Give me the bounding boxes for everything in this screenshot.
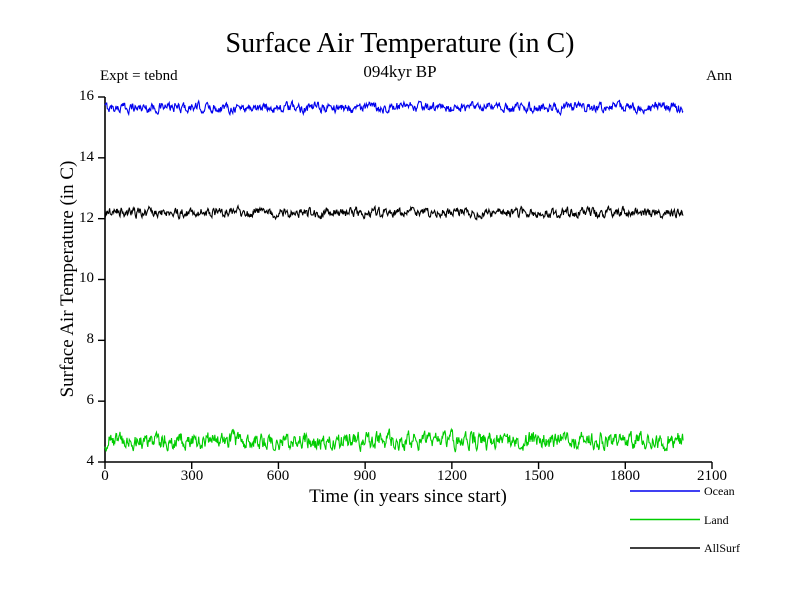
y-axis-label: Surface Air Temperature (in C) xyxy=(57,160,78,398)
x-tick-label: 2100 xyxy=(697,468,727,484)
x-tick-label: 300 xyxy=(180,468,204,484)
chart-title: Surface Air Temperature (in C) xyxy=(225,28,575,59)
y-tick-label: 14 xyxy=(79,149,94,165)
chart-subtitle: 094kyr BP xyxy=(363,62,437,81)
series-line-land xyxy=(104,427,684,453)
season-annotation: Ann xyxy=(706,68,732,84)
legend-label-land: Land xyxy=(704,513,729,527)
experiment-annotation: Expt = tebnd xyxy=(100,68,178,84)
x-axis-label: Time (in years since start) xyxy=(309,486,507,507)
y-tick-label: 16 xyxy=(79,88,94,104)
x-tick-label: 900 xyxy=(353,468,377,484)
y-tick-label: 8 xyxy=(86,331,95,347)
y-tick-label: 10 xyxy=(79,270,94,286)
legend-label-ocean: Ocean xyxy=(704,484,735,498)
series-line-ocean xyxy=(104,99,684,117)
y-tick-label: 4 xyxy=(86,453,95,469)
y-tick-label: 6 xyxy=(86,392,95,408)
x-tick-label: 1800 xyxy=(610,468,640,484)
x-tick-label: 1200 xyxy=(437,468,467,484)
x-tick-label: 0 xyxy=(101,468,109,484)
y-tick-label: 12 xyxy=(79,210,94,226)
x-tick-label: 600 xyxy=(266,468,290,484)
x-tick-label: 1500 xyxy=(524,468,554,484)
series-line-allsurf xyxy=(104,204,684,221)
legend-label-allsurf: AllSurf xyxy=(704,541,740,555)
